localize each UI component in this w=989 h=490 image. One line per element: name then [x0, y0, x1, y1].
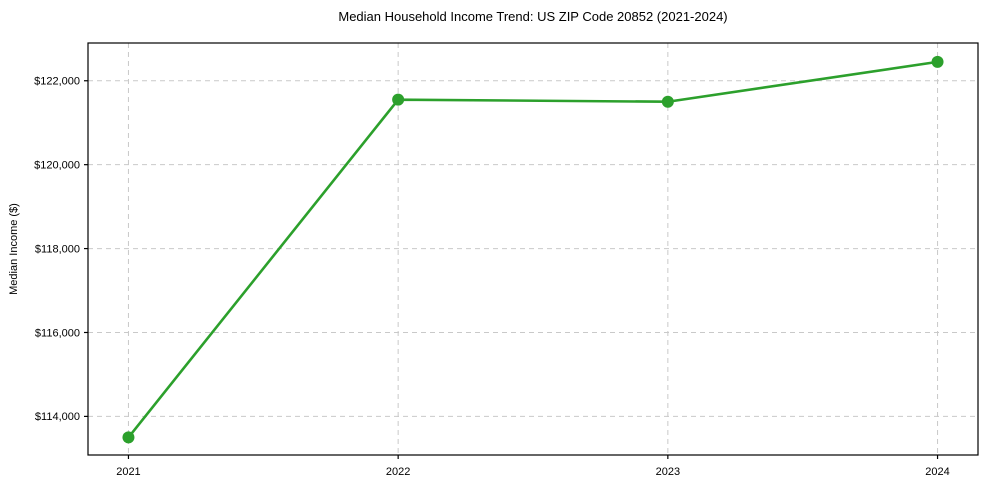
x-tick-label: 2023	[656, 466, 680, 478]
chart-title: Median Household Income Trend: US ZIP Co…	[338, 9, 728, 24]
data-point-2023	[661, 95, 674, 108]
data-point-2022	[392, 93, 405, 106]
plot-border	[87, 42, 979, 456]
y-tick-label: $118,000	[35, 243, 80, 255]
y-tick-label: $120,000	[34, 159, 80, 171]
trend-line	[127, 60, 939, 439]
x-tick-label: 2021	[116, 466, 140, 478]
x-tick-label: 2022	[386, 466, 410, 478]
y-tick-label: $116,000	[35, 327, 80, 339]
x-tick-label: 2024	[925, 466, 949, 478]
y-tick-label: $122,000	[34, 76, 80, 88]
data-point-2024	[931, 55, 944, 68]
y-tick-label: $114,000	[35, 411, 80, 423]
data-point-2021	[122, 431, 135, 444]
